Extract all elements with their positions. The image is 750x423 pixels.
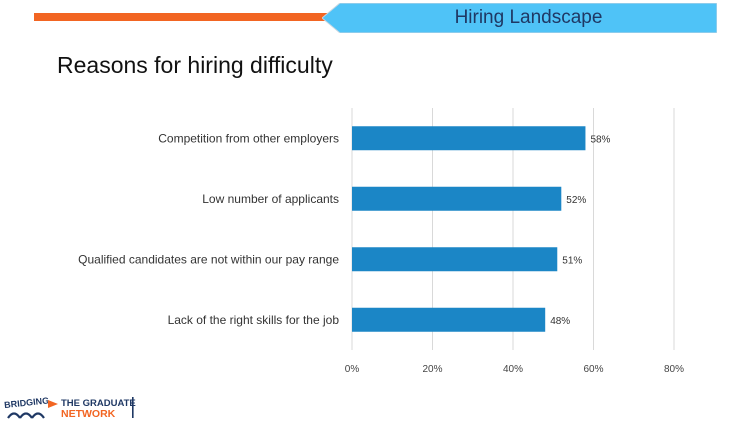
category-label: Competition from other employers [158,131,339,145]
data-label: 51% [562,255,582,266]
data-label: 52% [566,195,586,206]
category-label: Lack of the right skills for the job [168,313,340,327]
category-label: Qualified candidates are not within our … [78,252,339,266]
logo-divider [132,397,134,418]
bar [352,247,558,272]
header-banner: Hiring Landscape [322,3,717,33]
logo-network-text: NETWORK [61,408,116,420]
data-label: 58% [590,134,610,145]
accent-orange-bar [34,13,334,21]
bar [352,307,546,332]
slide-title: Reasons for hiring difficulty [57,52,333,78]
bar [352,186,562,211]
x-tick-label: 40% [503,364,523,375]
logo-flag-icon [48,400,58,408]
x-tick-label: 80% [664,364,684,375]
x-tick-label: 0% [345,364,360,375]
logo-arch-icon [7,412,21,419]
x-tick-label: 20% [422,364,442,375]
header-banner-shape [322,3,717,33]
data-label: 48% [550,316,570,327]
logo-bridging-text: BRIDGING [4,395,49,410]
logo-arch-icon [19,412,33,419]
header-title: Hiring Landscape [454,7,603,28]
logo-arch-icon [31,412,45,419]
category-label: Low number of applicants [202,192,339,206]
bar [352,126,586,151]
bridging-graduate-network-logo: BRIDGING THE GRADUATE NETWORK [4,395,136,420]
logo-graduate-text: THE GRADUATE [61,398,136,409]
x-tick-label: 60% [583,364,603,375]
